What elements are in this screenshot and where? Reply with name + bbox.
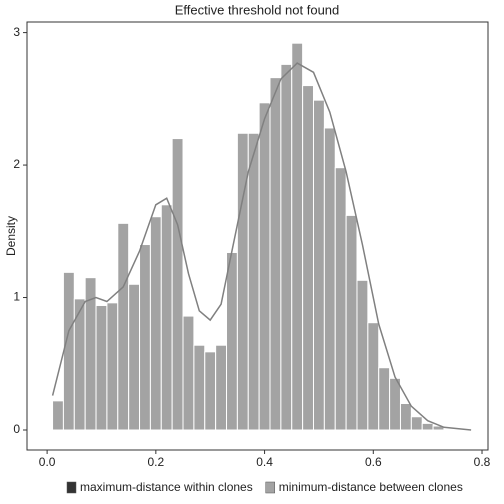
y-tick-label: 3 (13, 25, 20, 39)
bar (128, 283, 141, 431)
bar (193, 344, 206, 431)
bar (291, 42, 304, 431)
x-tick-label: 0.2 (147, 455, 164, 469)
bar (367, 322, 380, 431)
bar (312, 99, 325, 431)
bar (117, 222, 130, 431)
y-tick-label: 1 (13, 290, 20, 304)
bar (258, 102, 271, 431)
x-tick-label: 0.8 (474, 455, 491, 469)
bar (323, 127, 336, 431)
bar (302, 85, 314, 431)
bar (345, 214, 358, 431)
legend-key (265, 481, 275, 494)
x-tick-label: 0.0 (39, 455, 56, 469)
plot-border (26, 21, 489, 451)
bar (247, 132, 260, 431)
bar (52, 400, 64, 431)
legend-key (66, 481, 77, 494)
bar (215, 344, 228, 431)
bar (106, 302, 119, 431)
density-line (51, 62, 472, 431)
bar (378, 367, 391, 431)
bar (171, 138, 184, 431)
x-tick-label: 0.6 (365, 455, 382, 469)
bar (421, 422, 434, 431)
y-tick-label: 2 (13, 157, 20, 171)
legend-label: minimum-distance between clones (279, 480, 463, 494)
bar (280, 63, 293, 431)
bar (182, 315, 195, 431)
x-tick-label: 0.4 (256, 455, 273, 469)
bar (95, 304, 108, 431)
y-axis-label: Density (4, 216, 18, 256)
bar (149, 216, 162, 431)
bar (389, 377, 401, 431)
bar (399, 403, 412, 431)
legend-label: maximum-distance within clones (80, 480, 253, 494)
bar (204, 351, 217, 431)
bar (62, 271, 75, 431)
bar (226, 251, 238, 431)
y-tick-label: 0 (13, 422, 20, 436)
bar (139, 244, 151, 431)
bar (334, 167, 347, 431)
bar (356, 279, 369, 431)
bar (269, 77, 282, 431)
bar (160, 204, 173, 431)
chart-title: Effective threshold not found (175, 2, 340, 17)
bar (410, 416, 423, 431)
